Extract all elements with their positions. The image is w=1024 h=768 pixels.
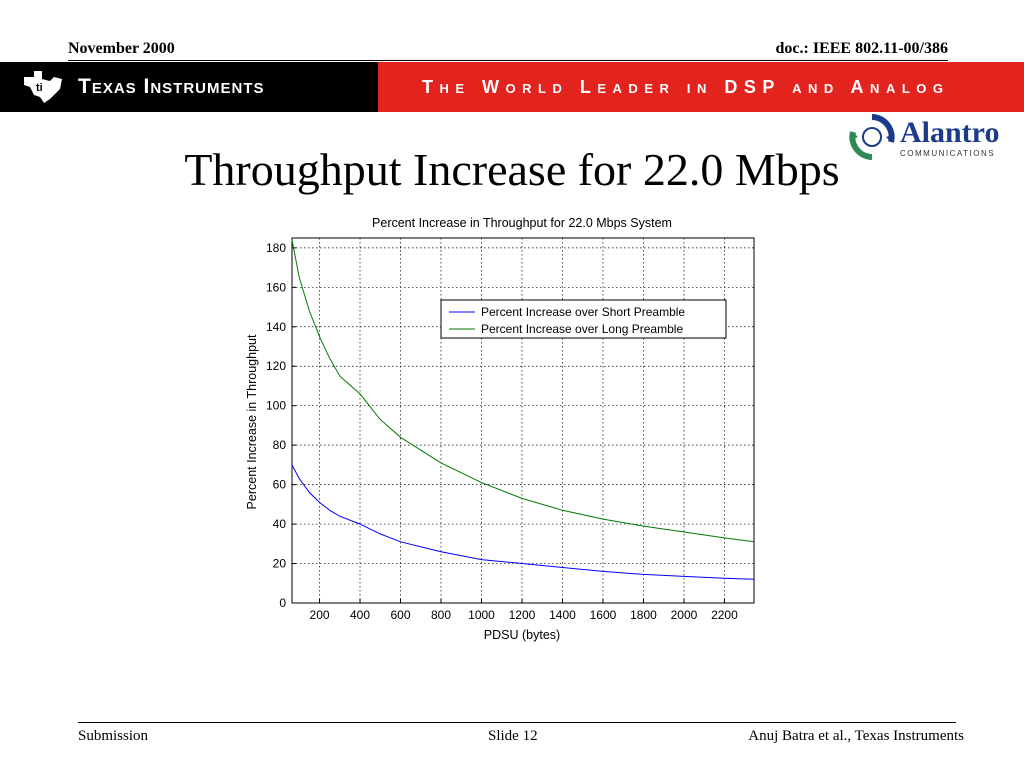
footer-rule [78,722,956,723]
series-line-2 [291,239,755,543]
plot-frame [291,237,755,604]
x-tick-label: 200 [310,608,330,622]
legend-box [440,299,727,339]
ti-wordmark: Texas Instruments [78,75,265,98]
y-axis-label: Percent Increase in Throughput [245,334,259,509]
chart-legend: Percent Increase over Short Preamble Perc… [440,299,727,339]
x-tick-label: 1000 [468,608,495,622]
y-tick-label: 20 [273,557,287,571]
legend-label-1: Percent Increase over Short Preamble [481,305,685,319]
y-tick-label: 0 [279,596,286,610]
y-tick-label: 40 [273,517,287,531]
header-date: November 2000 [68,40,175,57]
chart-series [291,239,755,580]
slide-title: Throughput Increase for 22.0 Mbps [184,144,840,195]
alantro-logo: Alantro COMMUNICATIONS [846,112,1006,162]
x-tick-label: 1600 [590,608,617,622]
ti-banner-right: The World Leader in DSP and Analog [378,62,1024,112]
x-tick-label: 1800 [630,608,657,622]
legend-label-2: Percent Increase over Long Preamble [481,322,683,336]
ti-banner: ti Texas Instruments The World Leader in… [0,62,1024,112]
ti-banner-left: ti Texas Instruments [0,62,378,112]
x-tick-label: 1200 [509,608,536,622]
x-axis-label: PDSU (bytes) [484,628,560,642]
x-tick-label: 2000 [671,608,698,622]
y-tick-label: 160 [266,280,286,294]
x-tick-label: 600 [390,608,410,622]
alantro-wordmark: Alantro [900,116,1000,149]
y-axis-ticks: 0 20 40 60 80 100 120 140 160 180 [266,241,296,610]
series-line-1 [291,464,755,580]
x-tick-label: 400 [350,608,370,622]
x-axis-ticks: 200 400 600 800 1000 1200 1400 1600 1800 2000 2200 [310,599,738,622]
ti-tagline: The World Leader in DSP and Analog [422,76,950,97]
y-tick-label: 80 [273,438,287,452]
x-tick-label: 1400 [549,608,576,622]
header-doc-number: doc.: IEEE 802.11-00/386 [775,40,948,57]
footer-slide-number: Slide 12 [488,728,538,744]
y-tick-label: 60 [273,478,287,492]
chart-svg: Percent Increase in Throughput for 22.0 … [245,216,755,642]
texas-state-logo-icon: ti [24,71,62,103]
y-tick-label: 100 [266,399,286,413]
y-tick-label: 140 [266,320,286,334]
footer-authors: Anuj Batra et al., Texas Instruments [748,728,964,744]
header-rule [68,60,948,61]
chart-grid [292,238,754,604]
throughput-chart: Percent Increase in Throughput for 22.0 … [236,208,776,656]
svg-text:ti: ti [36,82,43,94]
y-tick-label: 180 [266,241,286,255]
x-tick-label: 2200 [711,608,738,622]
y-tick-label: 120 [266,359,286,373]
chart-title: Percent Increase in Throughput for 22.0 … [372,216,672,230]
alantro-subtitle: COMMUNICATIONS [900,149,996,158]
footer-submission: Submission [78,728,149,744]
x-tick-label: 800 [431,608,451,622]
circular-arrows-icon [849,114,895,160]
